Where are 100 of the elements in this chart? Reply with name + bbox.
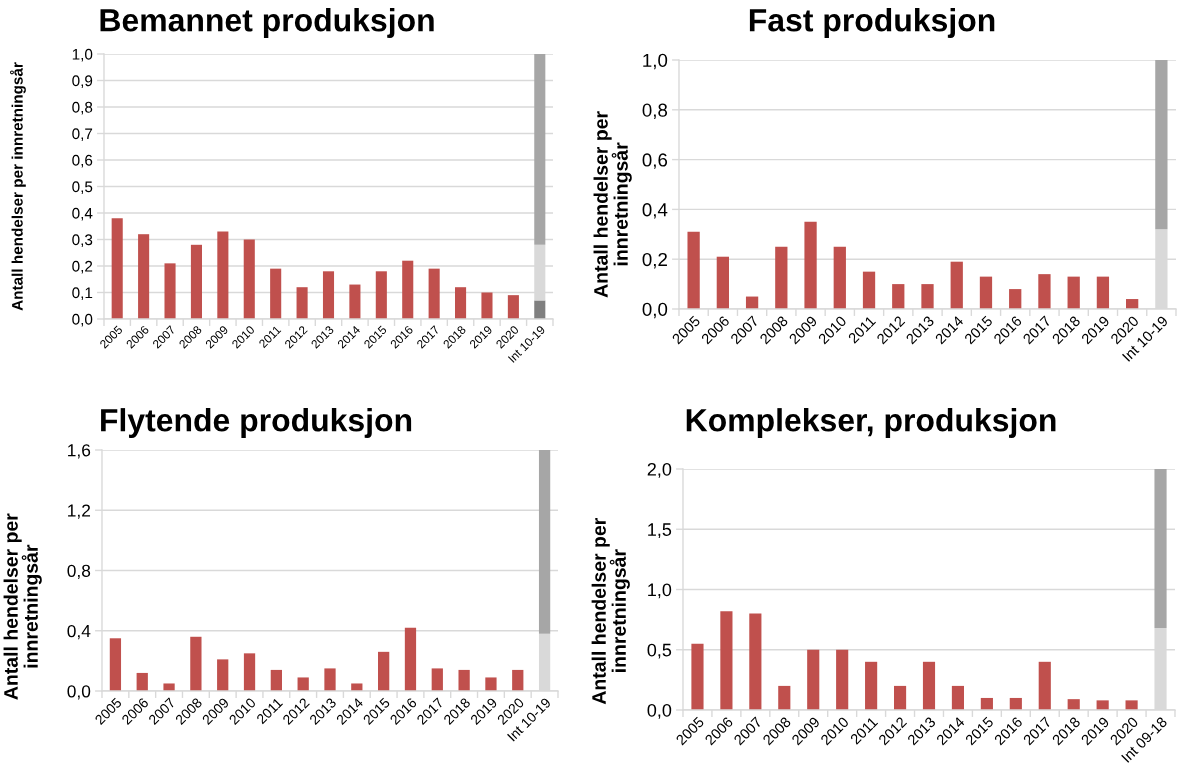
bar <box>1096 276 1110 309</box>
bar <box>979 276 993 309</box>
bar <box>455 287 467 319</box>
bar <box>720 611 733 710</box>
bar <box>109 638 122 691</box>
y-tick-label: 0,6 <box>72 154 93 168</box>
bar <box>136 672 148 691</box>
bar <box>865 661 878 710</box>
bar <box>297 677 309 691</box>
bar <box>190 244 202 319</box>
bar <box>538 450 551 634</box>
y-axis-title: Antall hendelser per innretningsår <box>3 513 42 700</box>
bar <box>428 268 440 319</box>
bar <box>375 271 387 319</box>
bar <box>892 284 905 309</box>
y-tick-label: 0,1 <box>72 287 93 300</box>
y-tick-label: 1,0 <box>643 53 668 70</box>
y-tick-label: 0,5 <box>647 643 672 659</box>
y-tick-label: 0,6 <box>642 153 668 169</box>
bar <box>404 627 417 691</box>
bar <box>190 636 202 691</box>
bar <box>1009 289 1022 309</box>
bar <box>270 669 282 691</box>
bar <box>512 669 524 691</box>
y-tick-label: 0,7 <box>72 128 93 141</box>
bar <box>481 292 493 319</box>
bar <box>836 649 849 710</box>
bar <box>458 669 470 691</box>
chart-title: Flytende produksjon <box>101 408 412 438</box>
bar <box>950 261 963 309</box>
y-tick-label: 0,8 <box>642 103 668 119</box>
bar <box>349 284 361 319</box>
bar <box>1009 697 1022 710</box>
bar <box>862 271 876 309</box>
y-tick-label: 1,2 <box>68 504 91 519</box>
chart-title: Bemannet produksjon <box>100 8 434 38</box>
y-tick-label: 1,5 <box>648 523 672 539</box>
y-tick-label: 0,9 <box>72 75 93 88</box>
y-tick-label: 0,4 <box>72 207 93 221</box>
bar <box>163 683 175 691</box>
y-tick-label: 0,3 <box>72 234 93 247</box>
bar <box>687 231 700 309</box>
bar <box>243 653 256 691</box>
bar <box>431 668 443 691</box>
y-tick-label: 0,4 <box>642 203 668 219</box>
bar <box>270 268 282 319</box>
bar <box>378 651 390 691</box>
bar <box>749 613 762 710</box>
y-tick-label: 0,0 <box>642 302 668 319</box>
chart-title: Komplekser, produksjon <box>686 408 1056 438</box>
y-tick-label: 0,0 <box>72 313 93 327</box>
y-axis-title: Antall hendelser per innretningsår <box>591 518 630 705</box>
y-tick-label: 1,6 <box>68 444 91 459</box>
bar <box>804 221 817 309</box>
bar <box>1096 700 1109 710</box>
bar <box>921 284 934 309</box>
bar <box>534 54 546 245</box>
bar <box>296 287 308 319</box>
bar <box>1155 60 1168 230</box>
y-tick-label: 0,2 <box>72 260 93 274</box>
bar <box>507 295 519 319</box>
bar <box>402 260 414 319</box>
chart-title: Fast produksjon <box>749 8 995 38</box>
bar <box>691 643 704 710</box>
bar <box>833 246 846 309</box>
bar <box>1067 276 1080 309</box>
bar <box>322 271 335 319</box>
y-tick-label: 0,5 <box>72 181 93 194</box>
y-tick-label: 2,0 <box>647 462 672 478</box>
y-tick-label: 1,0 <box>72 48 93 62</box>
bar <box>243 239 255 319</box>
y-tick-label: 0,0 <box>647 703 672 719</box>
bar <box>775 246 788 309</box>
bar <box>951 685 965 710</box>
y-tick-label: 1,0 <box>648 583 672 599</box>
bar <box>1125 700 1138 710</box>
bar <box>1038 274 1051 309</box>
bar <box>217 231 229 319</box>
bar <box>534 300 546 319</box>
y-tick-label: 0,0 <box>67 685 91 700</box>
bar <box>217 659 229 691</box>
bar <box>164 263 176 319</box>
bar <box>922 661 936 710</box>
y-tick-label: 0,2 <box>642 252 667 269</box>
bar <box>324 668 336 691</box>
bar <box>351 683 363 691</box>
y-axis-title: Antall hendelser per innretningsår <box>10 62 26 311</box>
bar <box>1038 661 1051 710</box>
bar <box>893 685 907 710</box>
bar <box>1154 469 1167 629</box>
bar <box>138 234 150 319</box>
bar <box>485 677 497 691</box>
y-axis-title: Antall hendelser per innretningsår <box>593 111 632 298</box>
bar <box>111 218 123 319</box>
bar <box>716 256 729 309</box>
bar <box>807 649 820 710</box>
y-tick-label: 0,8 <box>72 101 93 115</box>
bar <box>1067 699 1080 710</box>
y-tick-label: 0,4 <box>67 624 91 640</box>
bar <box>778 685 791 710</box>
